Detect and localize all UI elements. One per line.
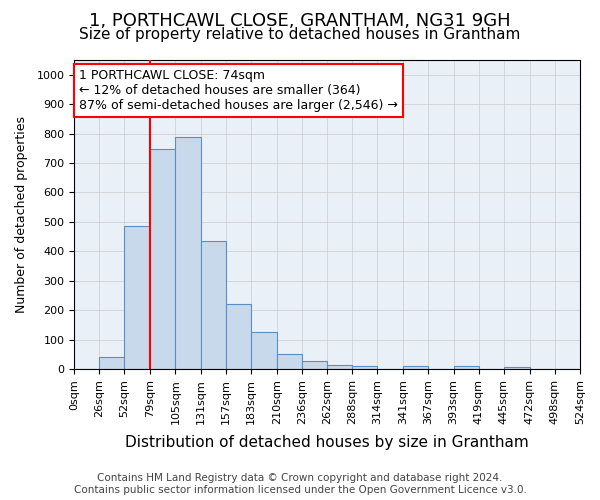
Bar <box>454 366 479 369</box>
Bar <box>251 332 277 369</box>
Bar <box>403 366 428 369</box>
Bar <box>226 304 251 369</box>
Text: Size of property relative to detached houses in Grantham: Size of property relative to detached ho… <box>79 28 521 42</box>
Bar <box>124 226 151 369</box>
Bar <box>151 149 175 369</box>
Bar <box>175 136 200 369</box>
Text: 1, PORTHCAWL CLOSE, GRANTHAM, NG31 9GH: 1, PORTHCAWL CLOSE, GRANTHAM, NG31 9GH <box>89 12 511 30</box>
Bar <box>99 356 124 369</box>
Bar <box>327 365 352 369</box>
X-axis label: Distribution of detached houses by size in Grantham: Distribution of detached houses by size … <box>125 435 529 450</box>
Bar <box>352 366 377 369</box>
Bar <box>277 354 302 369</box>
Bar <box>200 241 226 369</box>
Y-axis label: Number of detached properties: Number of detached properties <box>15 116 28 313</box>
Text: Contains HM Land Registry data © Crown copyright and database right 2024.
Contai: Contains HM Land Registry data © Crown c… <box>74 474 526 495</box>
Text: 1 PORTHCAWL CLOSE: 74sqm
← 12% of detached houses are smaller (364)
87% of semi-: 1 PORTHCAWL CLOSE: 74sqm ← 12% of detach… <box>79 70 398 112</box>
Bar <box>302 361 327 369</box>
Bar <box>504 366 530 369</box>
